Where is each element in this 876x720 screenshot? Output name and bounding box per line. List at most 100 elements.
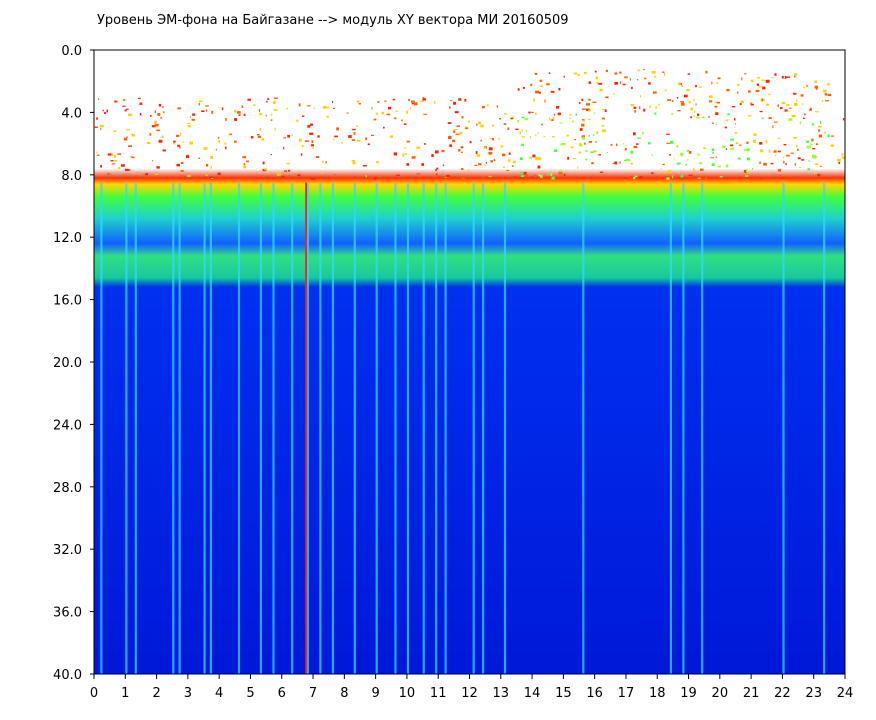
speckle-mark	[693, 98, 695, 101]
bright-streak	[178, 182, 181, 674]
speckle-mark	[508, 159, 511, 162]
speckle-mark	[535, 90, 540, 94]
speckle-mark	[710, 157, 714, 159]
speckle-mark	[763, 162, 767, 166]
speckle-mark	[592, 134, 595, 136]
y-tick-label: 32.0	[53, 543, 82, 558]
speckle-mark	[464, 126, 468, 129]
speckle-mark	[154, 110, 156, 113]
speckle-mark	[697, 153, 700, 156]
speckle-mark	[768, 149, 771, 153]
speckle-mark	[761, 98, 763, 102]
speckle-mark	[593, 112, 596, 114]
speckle-mark	[774, 73, 777, 76]
speckle-mark	[132, 133, 133, 136]
speckle-mark	[709, 95, 713, 98]
speckle-mark	[96, 117, 98, 120]
speckle-mark	[225, 118, 227, 121]
speckle-mark	[793, 73, 798, 76]
speckle-mark	[321, 160, 324, 163]
speckle-mark	[818, 134, 823, 138]
speckle-mark	[388, 106, 392, 110]
speckle-mark	[525, 130, 528, 132]
speckle-mark	[431, 154, 434, 157]
speckle-mark	[383, 126, 385, 129]
speckle-mark	[161, 135, 164, 138]
speckle-mark	[538, 173, 541, 177]
speckle-mark	[111, 163, 116, 165]
speckle-mark	[614, 82, 619, 85]
speckle-mark	[765, 79, 770, 83]
y-axis: 0.0 4.0 8.0 12.0 16.0 20.0 24.0 28.0 32.0 36.0 40.…	[53, 44, 94, 683]
speckle-mark	[365, 137, 368, 141]
speckle-mark	[352, 161, 356, 165]
bright-streak	[100, 182, 103, 674]
speckle-mark	[198, 102, 200, 106]
x-tick-label: 13	[493, 686, 510, 701]
speckle-mark	[234, 140, 237, 143]
speckle-mark	[182, 141, 185, 143]
speckle-mark	[651, 71, 656, 74]
speckle-mark	[714, 105, 718, 108]
speckle-mark	[716, 101, 721, 104]
speckle-mark	[558, 113, 561, 117]
speckle-mark	[513, 160, 516, 164]
speckle-mark	[406, 110, 408, 114]
speckle-mark	[221, 107, 224, 110]
speckle-mark	[550, 172, 553, 176]
speckle-mark	[162, 149, 166, 152]
speckle-mark	[793, 137, 797, 139]
speckle-mark	[332, 101, 334, 104]
speckle-mark	[666, 142, 671, 144]
speckle-mark	[678, 82, 682, 86]
bright-streak	[444, 182, 447, 674]
bright-streak	[482, 182, 485, 674]
speckle-mark	[424, 143, 426, 145]
speckle-mark	[588, 134, 590, 138]
speckle-mark	[125, 108, 129, 110]
speckle-mark	[782, 157, 784, 159]
speckle-mark	[446, 175, 450, 178]
speckle-mark	[458, 98, 462, 101]
speckle-mark	[681, 154, 683, 157]
speckle-mark	[176, 163, 180, 167]
speckle-mark	[327, 106, 330, 109]
speckle-mark	[777, 150, 781, 153]
speckle-mark	[229, 133, 233, 136]
speckle-mark	[206, 163, 209, 167]
speckle-mark	[524, 118, 529, 121]
speckle-mark	[582, 108, 586, 110]
speckle-mark	[729, 144, 734, 147]
speckle-mark	[616, 143, 618, 147]
speckle-mark	[768, 93, 771, 96]
speckle-mark	[755, 89, 760, 92]
speckle-mark	[746, 141, 749, 144]
speckle-mark	[756, 76, 761, 79]
speckle-mark	[126, 136, 128, 138]
speckle-mark	[532, 154, 536, 158]
speckle-mark	[118, 167, 121, 169]
speckle-mark	[455, 133, 460, 135]
x-tick-label: 0	[90, 686, 98, 701]
speckle-mark	[286, 107, 288, 110]
speckle-mark	[550, 90, 555, 93]
speckle-mark	[827, 83, 830, 86]
speckle-mark	[725, 119, 729, 122]
speckle-mark	[581, 135, 585, 139]
speckle-mark	[273, 101, 276, 104]
speckle-mark	[748, 170, 751, 173]
speckle-mark	[481, 105, 485, 109]
speckle-mark	[406, 140, 411, 143]
speckle-mark	[819, 121, 822, 124]
speckle-mark	[708, 116, 710, 118]
speckle-mark	[551, 176, 555, 180]
speckle-mark	[651, 172, 654, 174]
x-tick-label: 4	[215, 686, 223, 701]
speckle-mark	[599, 88, 603, 92]
speckle-mark	[815, 143, 819, 145]
speckle-mark	[553, 149, 558, 152]
speckle-mark	[614, 72, 618, 75]
speckle-mark	[147, 142, 151, 144]
speckle-mark	[672, 175, 674, 179]
speckle-mark	[630, 103, 634, 107]
